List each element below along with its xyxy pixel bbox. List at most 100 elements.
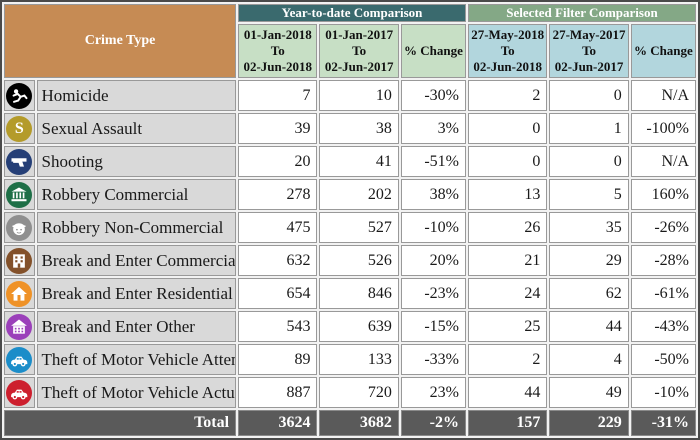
value-cell: 89 xyxy=(238,344,318,375)
value-cell: 654 xyxy=(238,278,318,309)
value-cell: 3% xyxy=(400,113,466,144)
value-cell: 13 xyxy=(467,179,548,210)
table-row: Robbery Commercial 278 202 38% 13 5 160% xyxy=(4,179,696,210)
value-cell: -28% xyxy=(630,245,696,276)
total-value-cell: 3682 xyxy=(319,410,399,436)
value-cell: 278 xyxy=(238,179,318,210)
total-value-cell: 229 xyxy=(549,410,629,436)
crime-type-header: Crime Type xyxy=(4,4,237,78)
value-cell: 202 xyxy=(319,179,399,210)
value-cell: 527 xyxy=(319,212,399,243)
value-cell: 639 xyxy=(319,311,399,342)
total-row: Total 3624 3682 -2% 157 229 -31% xyxy=(4,410,696,436)
homicide-icon xyxy=(6,82,33,109)
filter-section-header: Selected Filter Comparison xyxy=(467,4,696,22)
value-cell: 21 xyxy=(467,245,548,276)
value-cell: 133 xyxy=(319,344,399,375)
value-cell: 26 xyxy=(467,212,548,243)
value-cell: 2 xyxy=(467,344,548,375)
value-cell: 720 xyxy=(319,377,399,408)
value-cell: 35 xyxy=(549,212,629,243)
value-cell: 7 xyxy=(238,80,318,111)
total-value-cell: 157 xyxy=(467,410,548,436)
filter-range-current-header: 27-May-2018 To 02-Jun-2018 xyxy=(467,24,548,78)
crime-type-label: Break and Enter Commercial xyxy=(36,245,237,276)
value-cell: 62 xyxy=(549,278,629,309)
ytd-section-header: Year-to-date Comparison xyxy=(238,4,466,22)
sexual-assault-icon: S xyxy=(6,115,33,142)
value-cell: N/A xyxy=(630,146,696,177)
crime-type-label: Break and Enter Other xyxy=(36,311,237,342)
total-label: Total xyxy=(4,410,237,436)
value-cell: 0 xyxy=(467,146,548,177)
break-enter-other-icon xyxy=(6,313,33,340)
ytd-range-previous-header: 01-Jan-2017 To 02-Jun-2017 xyxy=(319,24,399,78)
value-cell: 25 xyxy=(467,311,548,342)
value-cell: 24 xyxy=(467,278,548,309)
value-cell: -100% xyxy=(630,113,696,144)
table-row: Theft of Motor Vehicle Actual 887 720 23… xyxy=(4,377,696,408)
value-cell: 4 xyxy=(549,344,629,375)
value-cell: -50% xyxy=(630,344,696,375)
crime-type-label: Sexual Assault xyxy=(36,113,237,144)
value-cell: 20 xyxy=(238,146,318,177)
shooting-icon xyxy=(6,148,33,175)
value-cell: 20% xyxy=(400,245,466,276)
robbery-commercial-icon xyxy=(6,181,33,208)
total-value-cell: 3624 xyxy=(238,410,318,436)
break-enter-residential-icon xyxy=(6,280,33,307)
value-cell: 526 xyxy=(319,245,399,276)
crime-type-label: Break and Enter Residential xyxy=(36,278,237,309)
total-value-cell: -31% xyxy=(630,410,696,436)
crime-type-label: Theft of Motor Vehicle Attempt xyxy=(36,344,237,375)
table-row: Theft of Motor Vehicle Attempt 89 133 -3… xyxy=(4,344,696,375)
table-row: S Sexual Assault 39 38 3% 0 1 -100% xyxy=(4,113,696,144)
value-cell: 887 xyxy=(238,377,318,408)
value-cell: -51% xyxy=(400,146,466,177)
value-cell: -23% xyxy=(400,278,466,309)
table-row: Break and Enter Residential 654 846 -23%… xyxy=(4,278,696,309)
value-cell: 632 xyxy=(238,245,318,276)
value-cell: 846 xyxy=(319,278,399,309)
value-cell: -61% xyxy=(630,278,696,309)
value-cell: 38 xyxy=(319,113,399,144)
value-cell: 2 xyxy=(467,80,548,111)
filter-pct-change-header: % Change xyxy=(630,24,696,78)
value-cell: 39 xyxy=(238,113,318,144)
total-value-cell: -2% xyxy=(400,410,466,436)
value-cell: -15% xyxy=(400,311,466,342)
value-cell: -30% xyxy=(400,80,466,111)
crime-type-label: Theft of Motor Vehicle Actual xyxy=(36,377,237,408)
value-cell: -10% xyxy=(630,377,696,408)
theft-motor-vehicle-attempt-icon xyxy=(6,346,33,373)
value-cell: 475 xyxy=(238,212,318,243)
value-cell: 5 xyxy=(549,179,629,210)
value-cell: 10 xyxy=(319,80,399,111)
value-cell: 29 xyxy=(549,245,629,276)
table-row: Homicide 7 10 -30% 2 0 N/A xyxy=(4,80,696,111)
value-cell: -10% xyxy=(400,212,466,243)
value-cell: 0 xyxy=(467,113,548,144)
table-row: Shooting 20 41 -51% 0 0 N/A xyxy=(4,146,696,177)
value-cell: 41 xyxy=(319,146,399,177)
value-cell: -43% xyxy=(630,311,696,342)
robbery-non-commercial-icon xyxy=(6,214,33,241)
value-cell: 543 xyxy=(238,311,318,342)
filter-range-previous-header: 27-May-2017 To 02-Jun-2017 xyxy=(549,24,629,78)
value-cell: 23% xyxy=(400,377,466,408)
value-cell: 0 xyxy=(549,80,629,111)
break-enter-commercial-icon xyxy=(6,247,33,274)
ytd-range-current-header: 01-Jan-2018 To 02-Jun-2018 xyxy=(238,24,318,78)
table-row: Robbery Non-Commercial 475 527 -10% 26 3… xyxy=(4,212,696,243)
ytd-pct-change-header: % Change xyxy=(400,24,466,78)
value-cell: 38% xyxy=(400,179,466,210)
value-cell: N/A xyxy=(630,80,696,111)
crime-type-label: Robbery Commercial xyxy=(36,179,237,210)
value-cell: 160% xyxy=(630,179,696,210)
crime-type-label: Homicide xyxy=(36,80,237,111)
crime-type-label: Shooting xyxy=(36,146,237,177)
value-cell: 0 xyxy=(549,146,629,177)
theft-motor-vehicle-actual-icon xyxy=(6,379,33,406)
value-cell: -33% xyxy=(400,344,466,375)
